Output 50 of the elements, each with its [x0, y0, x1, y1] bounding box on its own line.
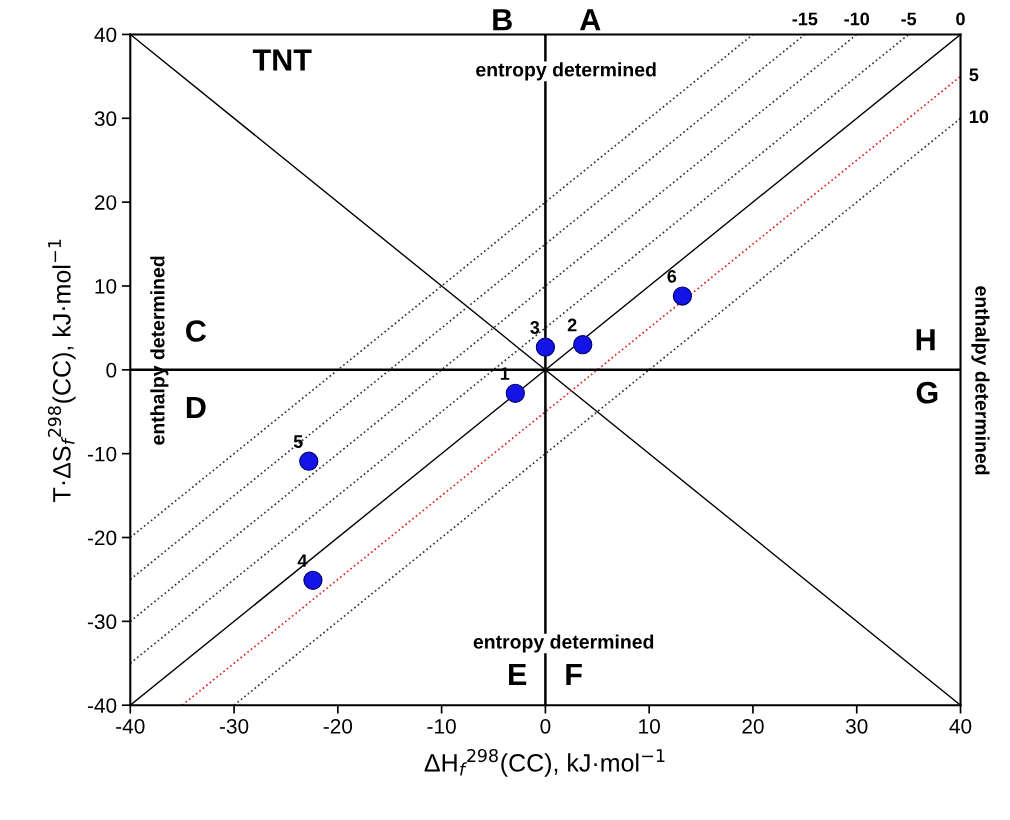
- annotation: G: [916, 381, 938, 404]
- annotation: 5: [293, 435, 303, 448]
- annotation: enthalpy determined: [150, 256, 169, 445]
- text: enthalpy determined: [971, 286, 990, 475]
- annotation: TNT: [252, 49, 312, 71]
- series-label: 5: [969, 68, 979, 82]
- series-label: 0: [956, 12, 965, 26]
- x-tick-label: 40: [949, 718, 972, 734]
- x-tick-label: -30: [219, 718, 249, 734]
- annotation: 3: [530, 321, 540, 334]
- series-label: -15: [792, 12, 818, 26]
- x-tick-label: -20: [323, 718, 353, 734]
- point: [299, 451, 319, 471]
- annotation: entropy determined: [473, 634, 654, 653]
- y-tick-label: -20: [87, 530, 117, 546]
- point: [573, 335, 593, 355]
- annotation: E: [509, 663, 527, 685]
- y-tick-label: 10: [95, 278, 117, 294]
- x-tick-label: -40: [116, 718, 145, 734]
- point: [303, 570, 323, 590]
- series-label: 10: [969, 110, 989, 124]
- annotation: C: [186, 320, 207, 342]
- x-tick-label: 20: [742, 718, 764, 734]
- y-tick-label: 0: [106, 362, 117, 378]
- x-tick-label: 0: [540, 718, 551, 734]
- annotation: F: [566, 663, 582, 685]
- x-tick-label: -10: [427, 718, 456, 734]
- y-tick-label: -10: [87, 446, 117, 462]
- annotation: 2: [567, 318, 577, 332]
- y-tick-label: 30: [94, 111, 117, 127]
- y-tick-label: 20: [94, 195, 117, 210]
- annotation: entropy determined: [476, 62, 656, 81]
- y-tick-label: 40: [94, 27, 117, 43]
- text: A: [579, 9, 601, 31]
- point: [672, 286, 692, 306]
- y-axis-title: T·ΔS$_{f}$$^{298}$(CC), kJ·mol$^{−1}$: [47, 239, 76, 502]
- y-tick-label: -30: [87, 614, 117, 630]
- point: [505, 383, 525, 403]
- x-axis-title: ΔH$_{f}$$^{298}$(CC), kJ·mol$^{−1}$: [424, 748, 665, 777]
- y-tick-label: -40: [87, 698, 117, 713]
- series-label: -10: [844, 12, 870, 26]
- text: B: [493, 9, 512, 31]
- annotation: 4: [297, 554, 308, 567]
- x-tick-label: 30: [845, 718, 868, 734]
- annotation: 6: [667, 269, 677, 283]
- annotation: D: [186, 396, 206, 418]
- annotation: H: [916, 329, 935, 351]
- x-tick-label: 10: [639, 718, 660, 734]
- series-label: -5: [901, 12, 917, 26]
- point: [535, 337, 556, 357]
